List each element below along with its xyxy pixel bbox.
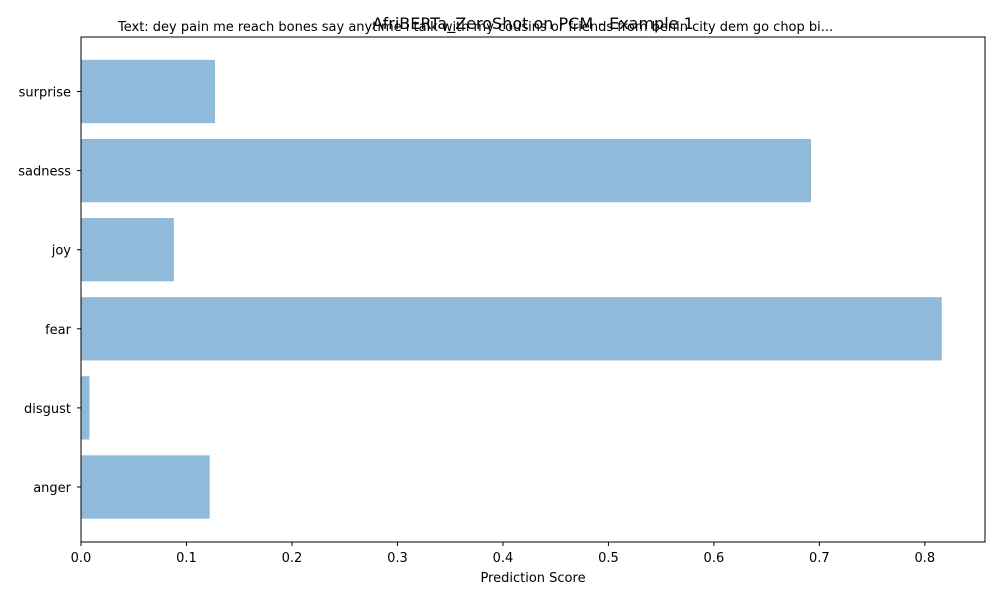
y-tick-label-disgust: disgust [24, 402, 71, 417]
bar-sadness [81, 138, 811, 203]
bars-layer [81, 59, 942, 519]
text-annotation: Text: dey pain me reach bones say anytim… [117, 20, 833, 35]
x-tick-label: 0.5 [598, 551, 619, 566]
x-tick-label: 0.0 [71, 551, 92, 566]
bar-fear [81, 297, 942, 361]
x-tick-label: 0.6 [704, 551, 725, 566]
y-tick-label-joy: joy [51, 244, 72, 259]
plot-frame [80, 36, 986, 543]
x-tick-label: 0.4 [493, 551, 514, 566]
x-axis-label: Prediction Score [480, 571, 585, 586]
y-tick-label-surprise: surprise [19, 86, 71, 101]
x-tick-label: 0.1 [176, 551, 197, 566]
x-tick-label: 0.3 [387, 551, 408, 566]
x-tick-label: 0.2 [282, 551, 303, 566]
bar-disgust [81, 376, 90, 440]
bar-surprise [81, 59, 215, 124]
x-tick-label: 0.7 [809, 551, 830, 566]
bar-joy [81, 218, 174, 282]
x-axis: 0.0 0.1 0.2 0.3 0.4 0.5 0.6 0.7 0.8 [71, 542, 936, 566]
y-tick-label-anger: anger [33, 481, 71, 496]
y-tick-label-sadness: sadness [18, 165, 71, 180]
bar-anger [81, 455, 210, 519]
y-axis: anger disgust fear joy sadness surprise [18, 86, 81, 496]
x-tick-label: 0.8 [915, 551, 936, 566]
chart-title: AfriBERTa_ZeroShot on PCM - Example 1 [372, 14, 694, 34]
y-tick-label-fear: fear [45, 323, 72, 338]
